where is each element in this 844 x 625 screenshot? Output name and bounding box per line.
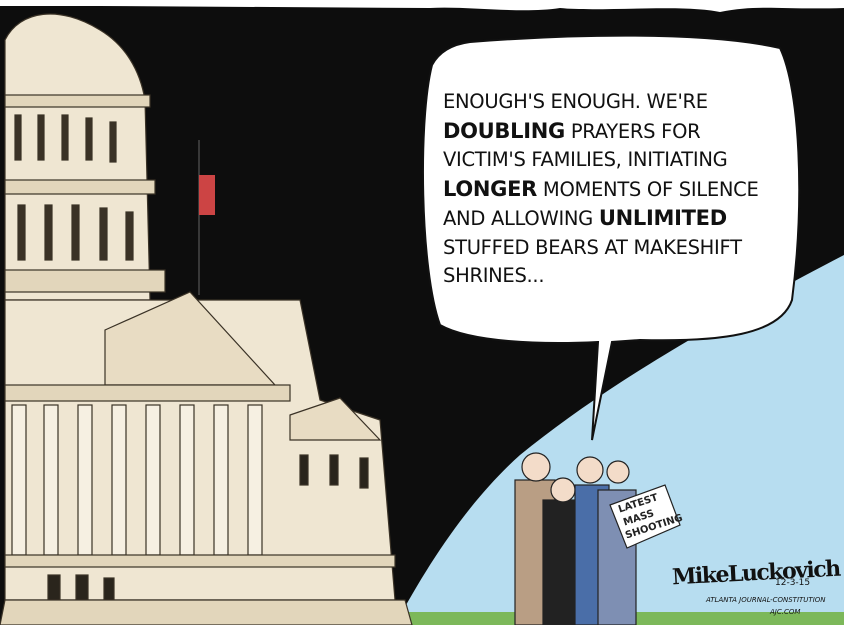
speech-line: DOUBLING PRAYERS FOR: [443, 117, 788, 147]
speech-segment: UNLIMITED: [598, 206, 727, 230]
signature-paper: ATLANTA JOURNAL-CONSTITUTION: [706, 596, 826, 604]
speech-segment: LONGER: [443, 176, 538, 201]
speech-line: ENOUGH'S ENOUGH. WE'RE: [443, 88, 788, 117]
speech-line: SHRINES...: [443, 262, 788, 291]
speech-line: STUFFED BEARS AT MAKESHIFT: [443, 234, 788, 263]
blue-sky: [395, 255, 844, 625]
speech-segment: SHRINES...: [443, 264, 545, 287]
speech-line: LONGER MOMENTS OF SILENCE: [443, 175, 788, 205]
speech-segment: VICTIM'S FAMILIES, INITIATING: [443, 148, 728, 171]
speech-segment: MOMENTS OF SILENCE: [537, 177, 759, 201]
signature-date: 12-3-15: [775, 578, 811, 588]
capitol: [0, 13, 413, 625]
speech-text: ENOUGH'S ENOUGH. WE'RE DOUBLING PRAYERS …: [443, 88, 788, 291]
speech-segment: AND ALLOWING: [443, 207, 599, 230]
speech-bubble: [421, 34, 801, 441]
speech-segment: ENOUGH'S ENOUGH. WE'RE: [443, 90, 708, 113]
speech-segment: STUFFED BEARS AT MAKESHIFT: [443, 235, 742, 259]
speech-line: AND ALLOWING UNLIMITED: [443, 204, 788, 234]
speech-segment: PRAYERS FOR: [564, 119, 701, 143]
speech-segment: DOUBLING: [443, 118, 565, 143]
politicians: [514, 452, 681, 625]
speech-line: VICTIM'S FAMILIES, INITIATING: [443, 146, 788, 175]
top-border: [0, 0, 844, 12]
signature-web: AJC.COM: [770, 608, 801, 616]
